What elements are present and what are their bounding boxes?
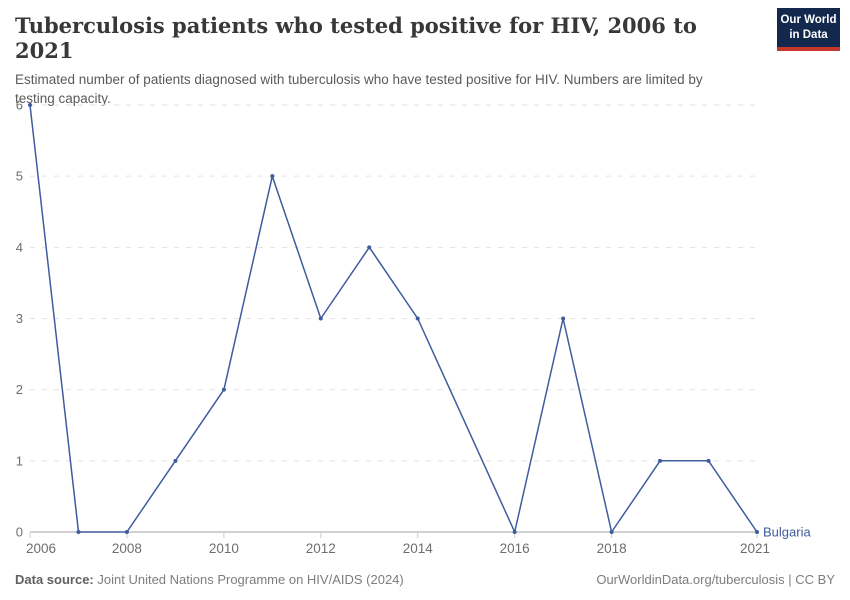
data-point (318, 316, 323, 321)
data-point (658, 458, 663, 463)
x-tick-label: 2014 (403, 541, 434, 556)
data-source: Data source: Joint United Nations Progra… (15, 572, 404, 587)
y-tick-label: 2 (16, 382, 23, 397)
owid-logo: Our World in Data (777, 8, 840, 51)
x-tick-label: 2006 (26, 541, 56, 556)
data-point (221, 387, 226, 392)
line-chart: 0 1 2 3 4 5 6 2006 2008 2010 2012 2014 2016 2018 2021B… (16, 98, 812, 557)
series-end-label: Bulgaria (763, 525, 811, 540)
x-tick-label: 2018 (597, 541, 627, 556)
x-tick-label: 2012 (306, 541, 336, 556)
y-tick-label: 4 (16, 240, 23, 255)
y-tick-label: 6 (16, 98, 23, 113)
y-tick-label: 3 (16, 311, 23, 326)
chart-subtitle: Estimated number of patients diagnosed w… (15, 72, 703, 106)
y-tick-label: 1 (16, 453, 23, 468)
data-point (415, 316, 420, 321)
data-point (512, 530, 517, 534)
data-point (367, 245, 372, 250)
chart-footer: Data source: Joint United Nations Progra… (15, 572, 835, 587)
data-point (28, 103, 32, 107)
data-point (76, 530, 81, 534)
x-tick-label: 2008 (112, 541, 142, 556)
data-point (706, 458, 711, 463)
data-point (270, 174, 275, 179)
data-source-label: Data source: (15, 572, 94, 587)
data-point (124, 530, 129, 534)
x-tick-label: 2021 (740, 541, 770, 556)
chart-title: Tuberculosis patients who tested positiv… (15, 13, 697, 64)
owid-logo-line1: Our World (780, 14, 837, 27)
x-tick-label: 2016 (500, 541, 530, 556)
x-tick-label: 2010 (209, 541, 239, 556)
data-point (755, 530, 759, 534)
credit-line: OurWorldinData.org/tuberculosis | CC BY (596, 572, 835, 587)
data-source-value: Joint United Nations Programme on HIV/AI… (97, 572, 404, 587)
data-point (561, 316, 566, 321)
y-tick-label: 0 (16, 525, 23, 540)
data-point (609, 530, 614, 534)
y-tick-label: 5 (16, 169, 23, 184)
chart-header: Tuberculosis patients who tested positiv… (15, 0, 840, 109)
data-point (173, 458, 178, 463)
owid-logo-line2: in Data (789, 28, 828, 41)
